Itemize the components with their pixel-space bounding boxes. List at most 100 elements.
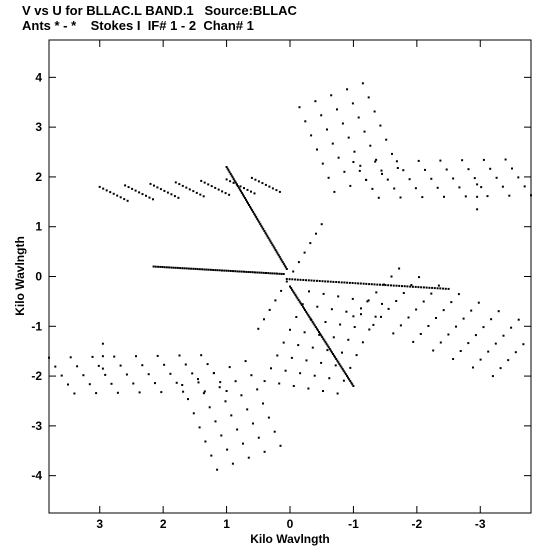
data-point [192, 267, 195, 270]
data-point [296, 278, 299, 281]
data-point [209, 268, 212, 271]
data-point [246, 408, 249, 411]
data-point [439, 341, 442, 344]
data-point [252, 422, 254, 425]
data-point [131, 187, 134, 190]
data-point [270, 242, 273, 245]
data-point [234, 270, 237, 273]
data-point [326, 344, 329, 347]
data-point [194, 267, 197, 270]
data-point [252, 210, 255, 213]
data-point [268, 185, 271, 188]
data-point [332, 336, 335, 339]
data-point [511, 167, 513, 170]
data-point [347, 338, 350, 341]
data-point [327, 346, 330, 349]
data-point [246, 188, 249, 191]
data-point [308, 315, 311, 318]
data-point [351, 297, 354, 300]
data-point [432, 349, 435, 352]
data-point [216, 468, 219, 471]
data-point [494, 342, 497, 345]
data-point [292, 290, 295, 293]
data-point [157, 265, 160, 268]
data-point [339, 364, 342, 367]
data-point [320, 361, 323, 364]
data-point [345, 310, 348, 313]
data-point [346, 281, 349, 284]
data-point [177, 196, 180, 199]
data-point [166, 191, 169, 194]
data-point [420, 286, 423, 289]
data-point [428, 286, 431, 289]
data-point [275, 189, 278, 192]
data-point [377, 196, 380, 199]
data-point [260, 271, 263, 274]
data-point [351, 102, 354, 105]
data-point [261, 182, 264, 185]
data-point [339, 323, 342, 326]
data-point [381, 172, 383, 175]
x-tick-label: 1 [223, 517, 230, 531]
data-point [228, 193, 231, 196]
data-point [304, 309, 306, 312]
data-point [263, 318, 265, 321]
data-point [279, 444, 282, 447]
data-point [311, 346, 314, 349]
data-point [414, 285, 417, 288]
data-point [254, 271, 256, 274]
data-point [198, 426, 201, 429]
data-point [168, 266, 171, 269]
data-point [251, 271, 254, 274]
data-point [350, 381, 353, 384]
y-tick-label: -2 [31, 369, 42, 383]
data-point [242, 442, 244, 445]
data-point [244, 197, 246, 200]
data-point [303, 307, 305, 310]
data-point [232, 178, 235, 181]
data-point [436, 287, 439, 290]
data-point [278, 382, 281, 385]
data-point [381, 302, 383, 305]
data-point [382, 283, 385, 286]
data-point [163, 363, 166, 366]
data-point [310, 279, 313, 282]
data-point [237, 186, 240, 189]
data-point [249, 205, 252, 208]
data-point [280, 289, 283, 292]
data-point [374, 315, 377, 318]
data-point [328, 377, 331, 380]
data-point [240, 270, 243, 273]
data-point [154, 382, 156, 385]
data-point [444, 287, 447, 290]
data-point [226, 167, 229, 170]
y-tick-label: -4 [31, 469, 42, 483]
data-point [380, 169, 383, 172]
data-point [262, 228, 265, 231]
data-point [231, 462, 234, 465]
data-point [322, 390, 324, 392]
data-point [183, 267, 186, 270]
data-point [402, 292, 405, 294]
data-point [425, 286, 428, 289]
data-point [243, 187, 245, 190]
data-point [373, 283, 376, 286]
data-point [346, 88, 349, 91]
data-point [391, 152, 393, 155]
data-point [280, 272, 283, 275]
x-axis-label: Kilo Wavlngth [250, 532, 330, 546]
data-point [476, 208, 479, 211]
data-point [188, 188, 191, 191]
data-point [170, 266, 173, 269]
data-point [274, 249, 277, 251]
data-point [101, 367, 104, 370]
data-point [319, 332, 322, 335]
data-point [273, 247, 276, 250]
data-point [349, 380, 352, 382]
data-point [138, 391, 141, 394]
data-point [301, 305, 304, 308]
data-point [450, 301, 453, 304]
data-point [381, 283, 384, 286]
data-point [305, 279, 307, 282]
data-point [244, 360, 247, 363]
